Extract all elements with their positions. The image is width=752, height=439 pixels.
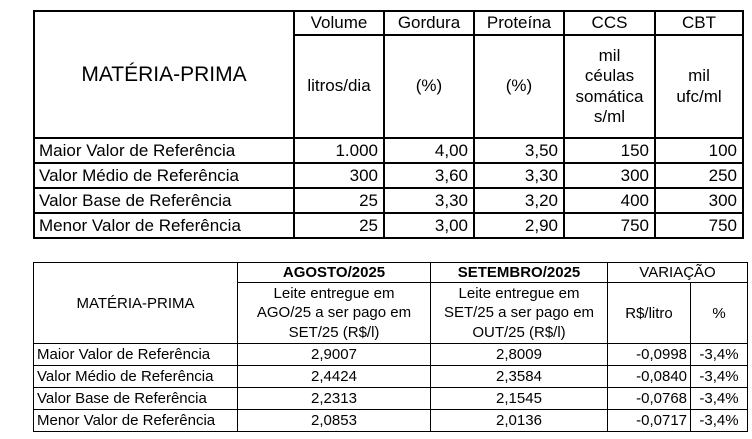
cell-value: 2,9007: [237, 343, 431, 366]
table-row: Valor Base de Referência 25 3,30 3,20 40…: [33, 187, 744, 214]
cell-value: 2,90: [473, 212, 565, 239]
cell-value: 300: [293, 162, 385, 189]
table2-col-header-agosto: AGOSTO/2025: [237, 262, 431, 283]
cell-value: 3,00: [383, 212, 475, 239]
cell-value: 1.000: [293, 137, 385, 164]
raw-material-quality-table: MATÉRIA-PRIMA Volume Gordura Proteína CC…: [33, 10, 744, 239]
cell-value: 750: [563, 212, 656, 239]
cell-value: 2,2313: [237, 387, 431, 410]
cell-value: 2,8009: [430, 343, 608, 366]
cell-value: 2,0136: [430, 409, 608, 432]
cell-value: 2,1545: [430, 387, 608, 410]
cell-value: 300: [563, 162, 656, 189]
table2-header-row: MATÉRIA-PRIMA AGOSTO/2025 SETEMBRO/2025 …: [33, 262, 748, 344]
table1-col-header-volume: Volume: [293, 10, 385, 36]
row-label: Menor Valor de Referência: [33, 409, 238, 432]
table1-header-row: MATÉRIA-PRIMA Volume Gordura Proteína CC…: [33, 10, 744, 139]
table1-unit-cbt: mil ufc/ml: [654, 34, 744, 139]
table2-subheader-row: Leite entregue em AGO/25 a ser pago em S…: [34, 282, 748, 344]
table-row: Maior Valor de Referência 2,9007 2,8009 …: [33, 343, 748, 366]
cell-value: 150: [563, 137, 656, 164]
cell-value: 750: [654, 212, 744, 239]
table-row: Valor Médio de Referência 2,4424 2,3584 …: [33, 365, 748, 388]
cell-value: 3,30: [383, 187, 475, 214]
table2-subtitle-agosto: Leite entregue em AGO/25 a ser pago em S…: [237, 282, 431, 344]
row-label: Valor Base de Referência: [33, 187, 295, 214]
cell-value: 2,3584: [430, 365, 608, 388]
cell-value: 25: [293, 212, 385, 239]
table-row: Valor Base de Referência 2,2313 2,1545 -…: [33, 387, 748, 410]
cell-value: -3,4%: [690, 409, 748, 432]
cell-value: 3,60: [383, 162, 475, 189]
table1-unit-gordura: (%): [383, 34, 475, 139]
cell-value: -3,4%: [690, 343, 748, 366]
cell-value: 400: [563, 187, 656, 214]
table2-col-header-setembro: SETEMBRO/2025: [430, 262, 608, 283]
cell-value: 3,30: [473, 162, 565, 189]
cell-value: -3,4%: [690, 365, 748, 388]
row-label: Valor Médio de Referência: [33, 365, 238, 388]
table2-col-header-percent: %: [690, 282, 748, 344]
row-label: Valor Base de Referência: [33, 387, 238, 410]
monthly-price-comparison-table: MATÉRIA-PRIMA AGOSTO/2025 SETEMBRO/2025 …: [33, 262, 748, 432]
row-label: Maior Valor de Referência: [33, 137, 295, 164]
table1-unit-proteina: (%): [473, 34, 565, 139]
cell-value: 2,0853: [237, 409, 431, 432]
table1-unit-volume: litros/dia: [293, 34, 385, 139]
cell-value: 2,4424: [237, 365, 431, 388]
row-label: Valor Médio de Referência: [33, 162, 295, 189]
table1-col-header-gordura: Gordura: [383, 10, 475, 36]
cell-value: 4,00: [383, 137, 475, 164]
cell-value: -0,0840: [607, 365, 691, 388]
cell-value: -0,0717: [607, 409, 691, 432]
table2-variation-header: VARIAÇÃO: [607, 262, 748, 283]
table1-col-header-ccs: CCS: [563, 10, 656, 36]
row-label: Maior Valor de Referência: [33, 343, 238, 366]
cell-value: -0,0998: [607, 343, 691, 366]
table1-unit-ccs: mil céulas somática s/ml: [563, 34, 656, 139]
table2-corner-header: MATÉRIA-PRIMA: [33, 262, 238, 344]
cell-value: -3,4%: [690, 387, 748, 410]
cell-value: -0,0768: [607, 387, 691, 410]
cell-value: 3,20: [473, 187, 565, 214]
cell-value: 100: [654, 137, 744, 164]
table-row: Maior Valor de Referência 1.000 4,00 3,5…: [33, 137, 744, 164]
table-row: Menor Valor de Referência 2,0853 2,0136 …: [33, 409, 748, 432]
cell-value: 300: [654, 187, 744, 214]
table2-subtitle-setembro: Leite entregue em SET/25 a ser pago em O…: [430, 282, 608, 344]
cell-value: 250: [654, 162, 744, 189]
table1-corner-header: MATÉRIA-PRIMA: [33, 10, 295, 139]
table1-units-row: litros/dia (%) (%) mil céulas somática s…: [34, 34, 744, 139]
table2-col-header-rs-litro: R$/litro: [607, 282, 691, 344]
table-row: Valor Médio de Referência 300 3,60 3,30 …: [33, 162, 744, 189]
cell-value: 25: [293, 187, 385, 214]
row-label: Menor Valor de Referência: [33, 212, 295, 239]
table-row: Menor Valor de Referência 25 3,00 2,90 7…: [33, 212, 744, 239]
table1-col-header-proteina: Proteína: [473, 10, 565, 36]
cell-value: 3,50: [473, 137, 565, 164]
table1-col-header-cbt: CBT: [654, 10, 744, 36]
